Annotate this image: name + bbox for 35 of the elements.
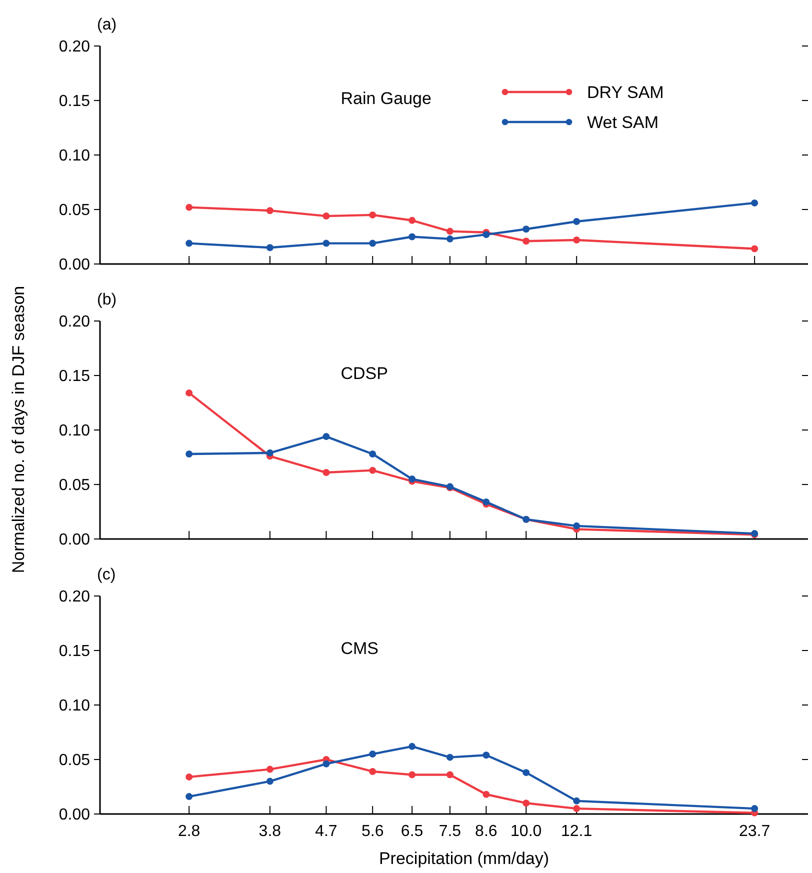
y-tick-label: 0.20 xyxy=(58,314,90,331)
x-tick-label: 7.5 xyxy=(438,823,462,840)
annotation: CDSP xyxy=(340,364,388,383)
x-tick-label: 4.7 xyxy=(315,823,338,840)
text: (c) xyxy=(97,566,116,584)
y-tick-label: 0.00 xyxy=(58,256,90,274)
y-tick-label: 0.05 xyxy=(58,752,90,770)
x-tick-label: 12.1 xyxy=(561,823,592,840)
y-axis-title: Normalized no. of days in DJF season xyxy=(9,286,28,574)
legend-label: Wet SAM xyxy=(587,112,658,132)
y-tick-label: 0.20 xyxy=(58,38,90,56)
x-tick-label: 23.7 xyxy=(738,823,770,840)
y-tick-label: 0.15 xyxy=(58,93,90,110)
legend-label: DRY SAM xyxy=(587,82,664,102)
y-tick-label: 0.20 xyxy=(58,588,90,606)
y-tick-label: 0.15 xyxy=(58,643,90,660)
x-tick-label: 10.0 xyxy=(510,823,542,840)
y-tick-label: 0.10 xyxy=(58,422,90,440)
x-tick-label: 5.6 xyxy=(361,823,384,840)
y-tick-label: 0.00 xyxy=(58,532,90,549)
x-tick-label: 2.8 xyxy=(178,823,200,840)
x-tick-label: 8.6 xyxy=(475,823,498,840)
y-tick-label: 0.05 xyxy=(58,477,90,494)
annotation: Rain Gauge xyxy=(340,88,432,108)
y-tick-label: 0.10 xyxy=(58,148,90,165)
y-tick-label: 0.05 xyxy=(58,202,90,220)
y-tick-label: 0.00 xyxy=(58,806,90,824)
text: (b) xyxy=(97,292,117,309)
y-tick-label: 0.15 xyxy=(58,368,90,386)
annotation: CMS xyxy=(340,638,378,658)
text: (a) xyxy=(97,16,117,34)
y-tick-label: 0.10 xyxy=(58,698,90,715)
x-tick-label: 3.8 xyxy=(258,823,282,840)
x-tick-label: 6.5 xyxy=(400,823,424,840)
x-axis-title: Precipitation (mm/day) xyxy=(378,849,550,868)
